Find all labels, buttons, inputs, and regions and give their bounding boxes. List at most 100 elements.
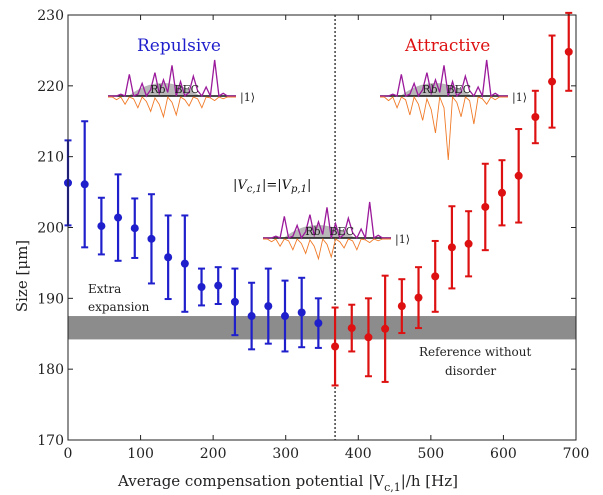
marker [197, 283, 206, 291]
svg-text:|Vc,1|=|Vp,1|: |Vc,1|=|Vp,1| [233, 178, 311, 195]
data-point [80, 120, 89, 249]
marker [164, 253, 173, 262]
data-point [314, 297, 323, 349]
reference-band-layer [68, 316, 576, 340]
marker [531, 113, 540, 121]
marker [548, 77, 557, 86]
data-point [114, 173, 123, 262]
bec-cloud [128, 83, 201, 96]
marker [431, 272, 440, 281]
marker [97, 222, 106, 231]
y-axis-label: Size [μm] [13, 240, 31, 312]
data-point [264, 267, 273, 345]
data-point [548, 34, 557, 129]
data-point [164, 214, 173, 301]
inset-state-label: |1⟩ [512, 91, 527, 105]
marker [180, 259, 189, 268]
repulsive-potential-trace [108, 59, 236, 99]
inset-attractive: Rb BEC |1⟩ [380, 59, 527, 161]
data-point [97, 196, 106, 256]
data-point [497, 159, 506, 227]
marker [564, 47, 573, 56]
equality-label: |Vc,1|=|Vp,1| [233, 178, 311, 195]
data-point [514, 128, 523, 224]
marker [280, 312, 289, 321]
inset-layer: Rb BEC |1⟩ Rb BEC |1⟩ Rb BEC |1⟩ [108, 59, 527, 261]
repulsive-potential-trace [263, 201, 391, 241]
region-label-attractive: Attractive [404, 36, 490, 56]
marker [464, 239, 473, 248]
inset-rb-label: Rb [422, 83, 437, 96]
marker [314, 319, 323, 328]
annotation-reference: Reference without [419, 345, 531, 359]
marker [481, 202, 490, 211]
y-tick-label: 170 [37, 433, 64, 449]
attractive-potential-trace [108, 95, 236, 119]
data-point [230, 267, 239, 337]
y-tick-label: 230 [37, 8, 64, 24]
data-point [364, 297, 373, 378]
inset-rb-label: Rb [305, 225, 320, 238]
data-point [447, 205, 456, 290]
y-tick-label: 190 [37, 291, 64, 307]
marker [397, 302, 406, 311]
data-point [280, 279, 289, 353]
marker [381, 324, 390, 333]
x-tick-label: 300 [272, 446, 299, 462]
marker [114, 213, 123, 222]
data-point [247, 281, 256, 351]
marker [130, 224, 139, 233]
x-tick-label: 0 [64, 446, 73, 462]
x-tick-label: 100 [127, 446, 154, 462]
marker [264, 302, 273, 311]
marker [364, 333, 373, 342]
inset-bec-label: BEC [175, 83, 200, 96]
region-label-repulsive: Repulsive [137, 36, 221, 56]
x-tick-label: 500 [417, 446, 444, 462]
y-tick-label: 220 [37, 79, 64, 95]
marker [214, 281, 223, 290]
marker [447, 243, 456, 252]
data-point [397, 278, 406, 335]
bec-cloud [283, 225, 356, 238]
x-tick-label: 700 [563, 446, 590, 462]
data-point [197, 267, 206, 307]
marker [497, 188, 506, 197]
inset-center: Rb BEC |1⟩ [263, 201, 410, 261]
data-point [347, 303, 356, 353]
inset-state-label: |1⟩ [395, 233, 410, 247]
x-tick-label: 200 [200, 446, 227, 462]
marker [331, 342, 340, 351]
marker [80, 180, 89, 189]
marker [247, 312, 256, 321]
marker [297, 308, 306, 317]
reference-band [68, 316, 576, 340]
marker [514, 171, 523, 180]
inset-state-label: |1⟩ [240, 91, 255, 105]
data-point [481, 162, 490, 252]
x-tick-label: 400 [345, 446, 372, 462]
x-tick-label: 600 [490, 446, 517, 462]
inset-bec-label: BEC [330, 225, 355, 238]
marker [147, 234, 156, 243]
data-point [431, 239, 440, 313]
data-point [130, 197, 139, 259]
bec-cloud [400, 83, 473, 96]
data-point [297, 276, 306, 349]
data-point [147, 193, 156, 285]
series-layer [64, 11, 573, 387]
data-point [180, 214, 189, 313]
axes-layer: 0 100 200 300 400 500 600 700 170 180 190 200 210 220… [37, 8, 589, 462]
data-point [381, 274, 390, 383]
data-point [331, 306, 340, 387]
x-axis-label: Average compensation potential |Vc,1|/h … [117, 472, 458, 494]
data-point [531, 89, 540, 145]
data-point [464, 210, 473, 278]
inset-bec-label: BEC [447, 83, 472, 96]
annotation-expansion: expansion [88, 300, 150, 314]
y-tick-label: 180 [37, 362, 64, 378]
inset-rb-label: Rb [150, 83, 165, 96]
marker [230, 297, 239, 306]
inset-repulsive: Rb BEC |1⟩ [108, 59, 255, 119]
